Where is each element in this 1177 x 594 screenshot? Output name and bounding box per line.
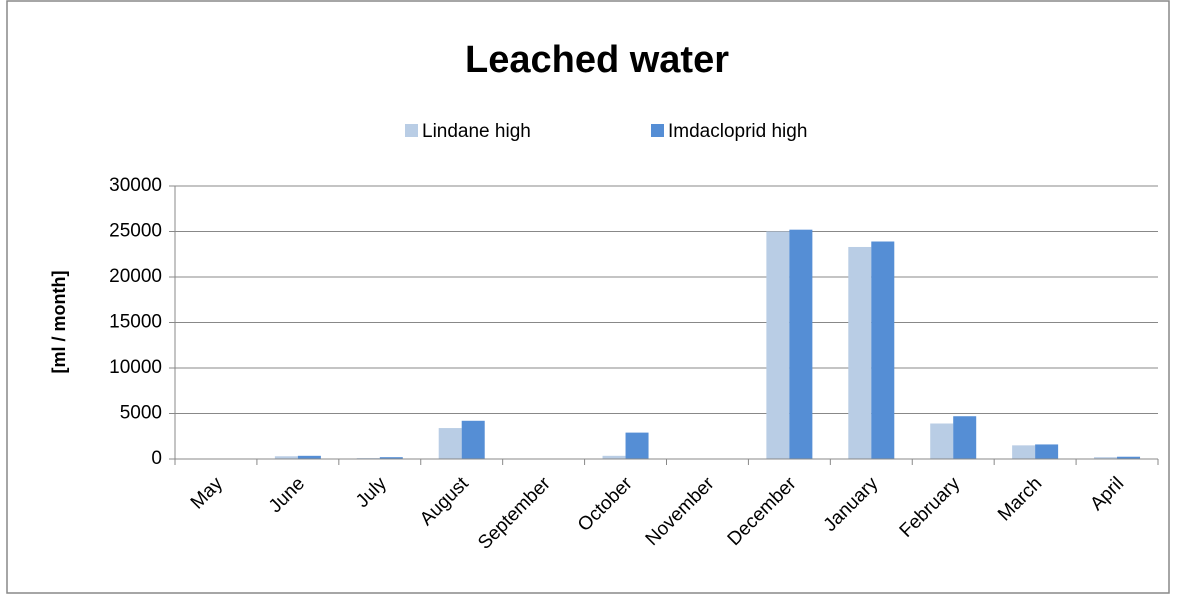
bar bbox=[848, 246, 872, 459]
bar bbox=[625, 432, 649, 459]
bar bbox=[1117, 456, 1141, 459]
bar bbox=[930, 423, 954, 459]
bar bbox=[297, 455, 321, 459]
y-tick-label: 30000 bbox=[109, 175, 162, 196]
bar bbox=[602, 455, 626, 459]
y-tick-label: 20000 bbox=[109, 266, 162, 287]
bar bbox=[274, 456, 298, 459]
bar bbox=[789, 229, 813, 459]
bar bbox=[1035, 444, 1059, 459]
y-tick-label: 0 bbox=[151, 448, 162, 469]
legend-swatch bbox=[651, 124, 664, 137]
y-tick-label: 15000 bbox=[109, 312, 162, 333]
chart-frame bbox=[6, 0, 1170, 594]
bar bbox=[1012, 445, 1036, 459]
bar bbox=[871, 241, 895, 459]
bar bbox=[766, 231, 790, 459]
bar bbox=[1094, 457, 1118, 459]
bar bbox=[379, 457, 403, 459]
bar bbox=[461, 420, 485, 459]
y-axis-label: [ml / month] bbox=[49, 271, 69, 374]
bar bbox=[438, 428, 462, 459]
legend-label: Lindane high bbox=[422, 121, 531, 142]
legend-label: Imdacloprid high bbox=[668, 121, 807, 142]
bar bbox=[953, 416, 977, 459]
y-tick-label: 10000 bbox=[109, 357, 162, 378]
chart-title: Leached water bbox=[465, 39, 729, 81]
y-tick-label: 5000 bbox=[120, 403, 162, 424]
y-tick-label: 25000 bbox=[109, 221, 162, 242]
legend-swatch bbox=[405, 124, 418, 137]
